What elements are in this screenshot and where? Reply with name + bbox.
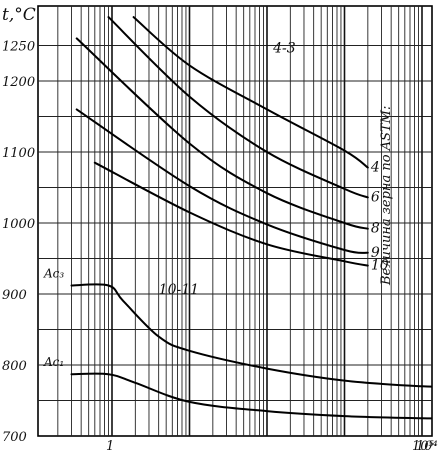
grain-curve-8 <box>75 37 369 230</box>
grain-curve-6 <box>107 16 369 199</box>
plot-frame <box>37 5 433 437</box>
side-label: Величина зерна по ASTM: <box>379 106 394 286</box>
annotation-label: 4-3 <box>272 41 296 57</box>
ac-curve-1 <box>70 283 432 388</box>
curves <box>70 16 432 420</box>
y-tick-label: 1250 <box>2 40 35 55</box>
y-tick-label: 900 <box>2 288 27 303</box>
grain-curve-label: 4 <box>370 160 380 176</box>
grain-curve-4 <box>132 16 369 169</box>
grain-curve-label: 8 <box>371 221 380 237</box>
ac-curve-2 <box>70 372 432 420</box>
ac-curve-label: Ac₁ <box>43 355 64 369</box>
y-tick-label: 1000 <box>2 217 35 232</box>
grain-curve-label: 9 <box>371 245 380 261</box>
x-tick-label: 1 <box>106 439 114 452</box>
y-tick-label: 1200 <box>2 75 35 90</box>
grain-curve-label: 10 <box>371 258 389 274</box>
grain-curve-9 <box>75 108 369 254</box>
y-axis-title: t,°C <box>2 5 36 25</box>
x-tick-label: 10⁵ <box>412 439 435 452</box>
grain-curve-10 <box>93 161 369 267</box>
grain-curve-label: 6 <box>371 189 380 205</box>
x-tick-label: 10⁴ <box>416 439 438 452</box>
y-tick-label: 700 <box>2 430 27 445</box>
y-tick-label: 1100 <box>2 146 35 161</box>
annotation-label: 10-11 <box>159 282 199 298</box>
y-tick-label: 800 <box>2 359 27 374</box>
ac-curve-label: Ac₃ <box>43 266 64 280</box>
